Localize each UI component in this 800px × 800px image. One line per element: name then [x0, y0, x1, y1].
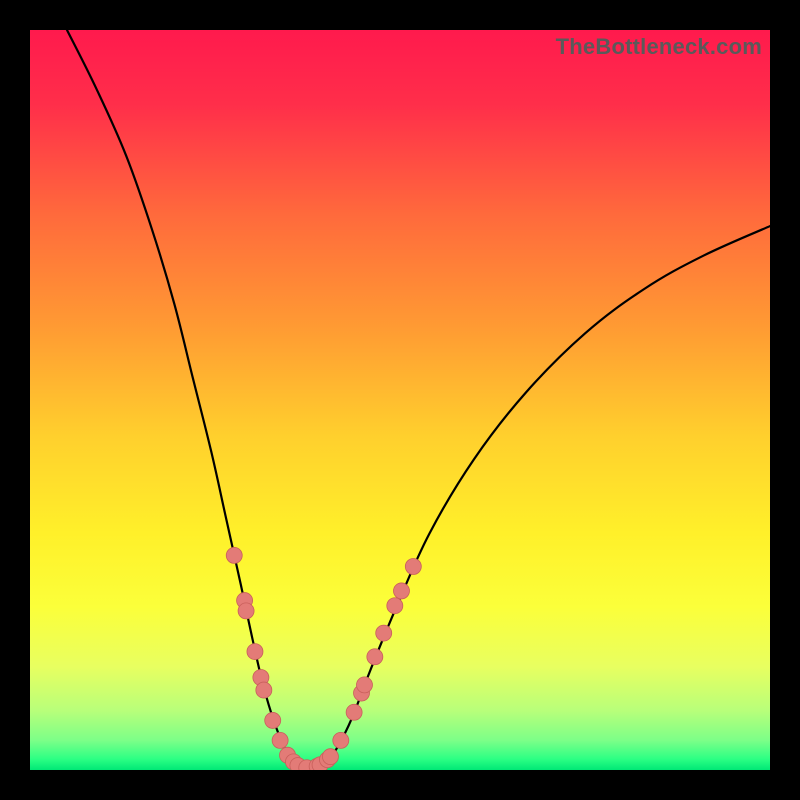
data-marker [333, 732, 349, 748]
curve-left [67, 30, 304, 767]
data-marker [393, 583, 409, 599]
curve-layer [30, 30, 770, 770]
data-marker [387, 598, 403, 614]
data-marker [265, 712, 281, 728]
plot-area: TheBottleneck.com [30, 30, 770, 770]
data-marker [256, 682, 272, 698]
data-marker [346, 704, 362, 720]
data-marker [367, 649, 383, 665]
data-marker [226, 547, 242, 563]
chart-frame: TheBottleneck.com [0, 0, 800, 800]
data-marker [272, 732, 288, 748]
data-marker [238, 603, 254, 619]
data-marker [405, 559, 421, 575]
marker-group [226, 547, 421, 770]
data-marker [376, 625, 392, 641]
data-marker [247, 644, 263, 660]
curve-right [304, 226, 770, 767]
data-marker [356, 677, 372, 693]
data-marker [322, 749, 338, 765]
